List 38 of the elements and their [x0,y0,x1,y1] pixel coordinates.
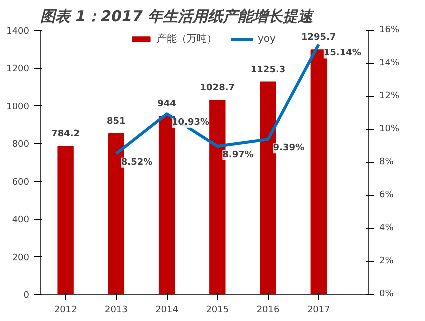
data-label: 10.93% [172,118,210,128]
legend-label: yoy [258,34,277,44]
y-tick-label: 400 [12,216,30,226]
y2-tick-label: 16% [380,26,400,36]
data-label: 1125.3 [250,65,286,76]
y2-tick-label: 12% [380,92,400,102]
y2-tick-label: 0% [380,290,394,300]
y-tick-label: 200 [12,253,30,264]
y2-tick-label: 2% [380,256,394,266]
data-label: 1028.7 [200,84,236,94]
bar [58,146,74,294]
y-tick-label: 0 [24,291,30,301]
legend-label: 产能（万吨） [157,32,217,46]
data-label: 784.2 [52,130,80,140]
data-label: 8.52% [121,158,153,168]
x-tick-label: 2013 [104,306,128,316]
x-tick-label: 2016 [256,306,280,316]
y2-tick-label: 6% [380,190,394,200]
y2-tick-label: 10% [380,124,400,134]
data-label: 851 [107,117,126,128]
y-tick-label: 1400 [6,27,30,37]
data-label: 1295.7 [302,33,336,44]
data-label: 944 [158,99,176,110]
x-tick-label: 2014 [156,306,179,316]
data-label: 15.14% [324,48,362,59]
data-label: 8.97% [222,150,254,160]
y2-tick-label: 4% [380,224,394,234]
y-tick-label: 1000 [6,102,30,112]
y-tick-label: 600 [12,178,30,188]
y2-tick-label: 14% [380,58,400,68]
y-tick-label: 1200 [6,64,30,75]
y-tick-label: 800 [12,140,30,150]
data-label: 9.39% [273,144,305,154]
x-tick-label: 2015 [206,306,230,316]
x-tick-label: 2012 [54,306,78,316]
x-tick-label: 2017 [307,306,330,316]
y2-tick-label: 8% [380,158,394,168]
chart-title: 图表 1：2017 年生活用纸产能增长提速 [40,8,316,26]
